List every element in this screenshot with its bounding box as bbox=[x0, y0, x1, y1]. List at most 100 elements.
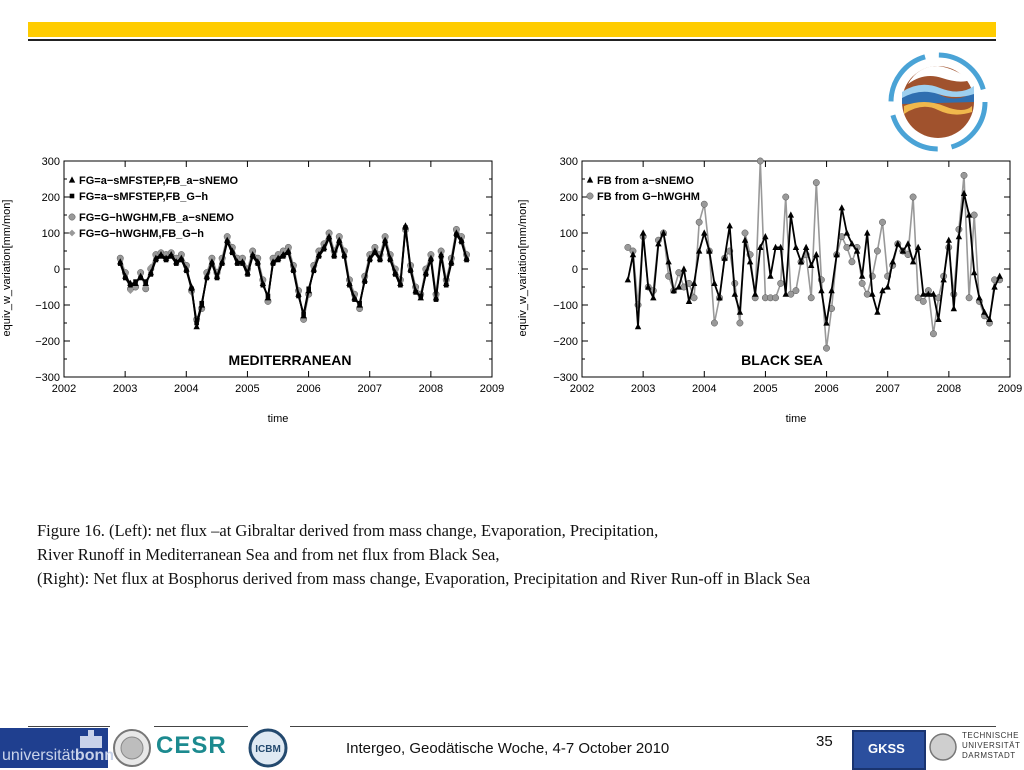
y-tick-label: 200 bbox=[560, 192, 578, 204]
data-point bbox=[792, 287, 800, 295]
data-point bbox=[792, 243, 800, 250]
data-point bbox=[716, 294, 723, 301]
data-point bbox=[879, 287, 886, 294]
series-line bbox=[119, 224, 468, 328]
data-point bbox=[650, 294, 657, 301]
data-point bbox=[818, 287, 825, 294]
data-point bbox=[736, 308, 744, 315]
data-point bbox=[367, 257, 373, 263]
data-point bbox=[843, 229, 851, 236]
data-point bbox=[976, 294, 983, 301]
data-point bbox=[316, 254, 322, 259]
data-point bbox=[762, 233, 769, 240]
data-point bbox=[286, 250, 291, 256]
x-tick-label: 2007 bbox=[357, 383, 381, 395]
series-line bbox=[627, 160, 1000, 349]
data-point bbox=[377, 257, 383, 263]
data-point bbox=[408, 268, 413, 274]
data-point bbox=[660, 229, 667, 236]
data-point bbox=[874, 308, 881, 315]
data-point bbox=[449, 261, 454, 266]
legend-label: FG=a−sMFSTEP,FB_a−sNEMO bbox=[79, 175, 238, 187]
data-point bbox=[701, 229, 708, 236]
x-tick-label: 2007 bbox=[875, 383, 899, 395]
tu-darmstadt-logo: TECHNISCHE UNIVERSITÄT DARMSTADT bbox=[962, 731, 1020, 761]
data-point bbox=[965, 211, 973, 218]
data-point bbox=[665, 258, 672, 265]
data-point bbox=[945, 236, 952, 243]
data-point bbox=[193, 323, 200, 330]
y-tick-label: −100 bbox=[553, 300, 578, 312]
data-point bbox=[128, 282, 133, 288]
data-point bbox=[751, 290, 759, 297]
data-point bbox=[940, 276, 947, 283]
data-point bbox=[813, 251, 820, 258]
data-point bbox=[428, 257, 434, 263]
x-tick-label: 2005 bbox=[753, 383, 777, 395]
x-tick-label: 2009 bbox=[998, 383, 1022, 395]
data-point bbox=[873, 247, 881, 255]
y-tick-label: 200 bbox=[42, 192, 60, 204]
data-point bbox=[970, 211, 978, 219]
data-point bbox=[935, 315, 942, 322]
data-point bbox=[797, 258, 805, 265]
y-tick-label: 300 bbox=[42, 156, 60, 168]
icbm-logo-text: ICBM bbox=[255, 744, 281, 755]
legend-marker bbox=[69, 193, 75, 199]
data-point bbox=[382, 239, 388, 245]
data-point bbox=[372, 250, 378, 256]
data-point bbox=[194, 320, 199, 326]
data-point bbox=[624, 276, 632, 283]
data-point bbox=[645, 283, 652, 290]
data-point bbox=[741, 236, 749, 243]
data-point bbox=[342, 254, 347, 259]
data-point bbox=[767, 272, 774, 279]
seal-icon bbox=[113, 729, 151, 767]
data-point bbox=[736, 319, 744, 327]
data-point bbox=[670, 287, 677, 294]
x-tick-label: 2009 bbox=[480, 383, 504, 395]
data-point bbox=[919, 297, 927, 305]
data-point bbox=[454, 232, 459, 238]
data-point bbox=[772, 243, 779, 250]
legend-label: FB from G−hWGHM bbox=[597, 191, 700, 203]
data-point bbox=[148, 272, 154, 277]
data-point bbox=[950, 305, 958, 312]
data-point bbox=[326, 236, 332, 241]
data-point bbox=[173, 261, 179, 266]
icbm-logo: ICBM bbox=[248, 728, 288, 768]
data-point bbox=[808, 261, 815, 268]
bonn-building-icon bbox=[80, 730, 102, 748]
data-point bbox=[904, 240, 912, 247]
data-point bbox=[250, 254, 255, 259]
series-3 bbox=[116, 227, 470, 325]
data-point bbox=[807, 294, 815, 302]
uni-bonn-logo: universitätbonn bbox=[0, 728, 114, 768]
data-point bbox=[357, 300, 362, 306]
tu-darmstadt-head-icon bbox=[929, 733, 957, 761]
data-point bbox=[909, 193, 917, 201]
data-point bbox=[909, 258, 917, 265]
legend-marker bbox=[586, 176, 594, 183]
header-accent-bar bbox=[28, 22, 996, 37]
data-point bbox=[311, 268, 317, 274]
legend-label: FG=G−hWGHM,FB_G−h bbox=[79, 228, 204, 240]
data-point bbox=[235, 261, 240, 266]
x-tick-label: 2004 bbox=[692, 383, 716, 395]
data-point bbox=[255, 261, 261, 266]
x-tick-label: 2003 bbox=[631, 383, 655, 395]
x-tick-label: 2004 bbox=[174, 383, 198, 395]
data-point bbox=[986, 315, 993, 322]
y-tick-label: −200 bbox=[35, 336, 60, 348]
legend-marker bbox=[586, 192, 594, 200]
data-point bbox=[158, 254, 164, 259]
data-point bbox=[464, 257, 469, 263]
figure-caption: Figure 16. (Left): net flux –at Gibralta… bbox=[37, 519, 997, 591]
y-tick-label: −300 bbox=[35, 372, 60, 384]
data-point bbox=[240, 261, 245, 266]
data-point bbox=[184, 268, 189, 274]
data-point bbox=[423, 272, 429, 277]
data-point bbox=[925, 290, 932, 297]
mediterranean-chart: equiv_w_variation[mm/mon] 300 200 100 0 −100… bbox=[1, 156, 504, 425]
y-tick-label: −100 bbox=[35, 300, 60, 312]
